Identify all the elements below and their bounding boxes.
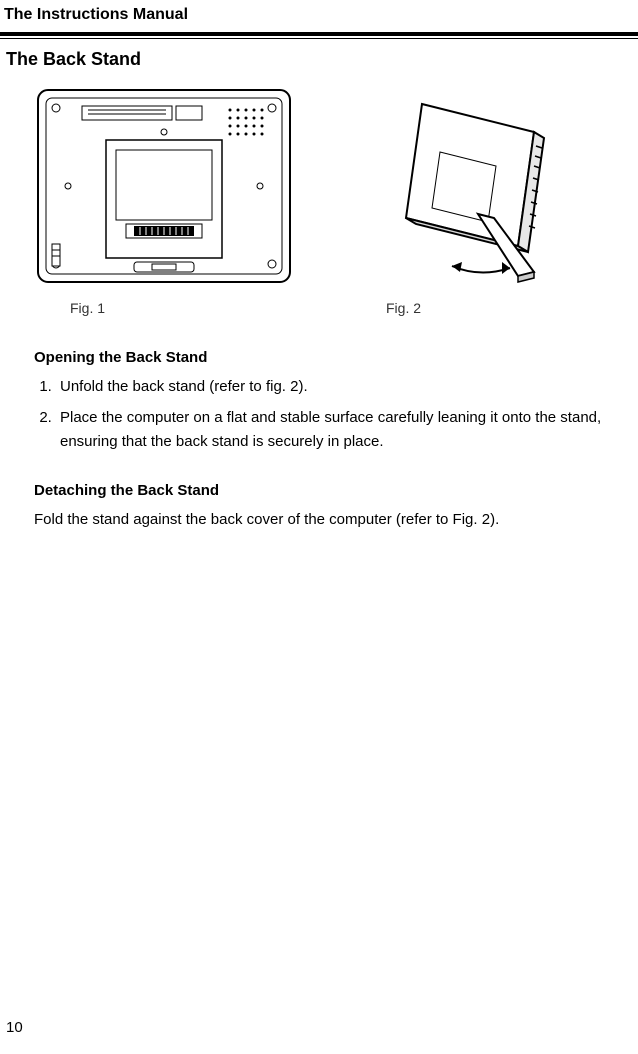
figure-1 — [34, 86, 294, 286]
figure-2 — [384, 96, 574, 286]
body-content: Opening the Back Stand Unfold the back s… — [34, 346, 636, 533]
section-title: The Back Stand — [6, 49, 638, 70]
opening-steps-list: Unfold the back stand (refer to fig. 2).… — [34, 375, 636, 455]
figure-1-caption: Fig. 1 — [34, 300, 330, 316]
opening-step-2: Place the computer on a flat and stable … — [56, 406, 636, 456]
figures-row — [34, 86, 638, 286]
header-rule-thick — [0, 32, 638, 36]
figure-2-caption: Fig. 2 — [330, 300, 421, 316]
header-rule-thin — [0, 38, 638, 39]
page-number: 10 — [6, 1019, 23, 1036]
detaching-text: Fold the stand against the back cover of… — [34, 508, 636, 533]
manual-title: The Instructions Manual — [0, 0, 638, 28]
detaching-heading: Detaching the Back Stand — [34, 479, 636, 504]
figure-1-diagram — [34, 86, 294, 286]
figure-captions: Fig. 1 Fig. 2 — [34, 300, 638, 316]
opening-step-1: Unfold the back stand (refer to fig. 2). — [56, 375, 636, 400]
figure-2-diagram — [384, 96, 574, 286]
opening-heading: Opening the Back Stand — [34, 346, 636, 371]
